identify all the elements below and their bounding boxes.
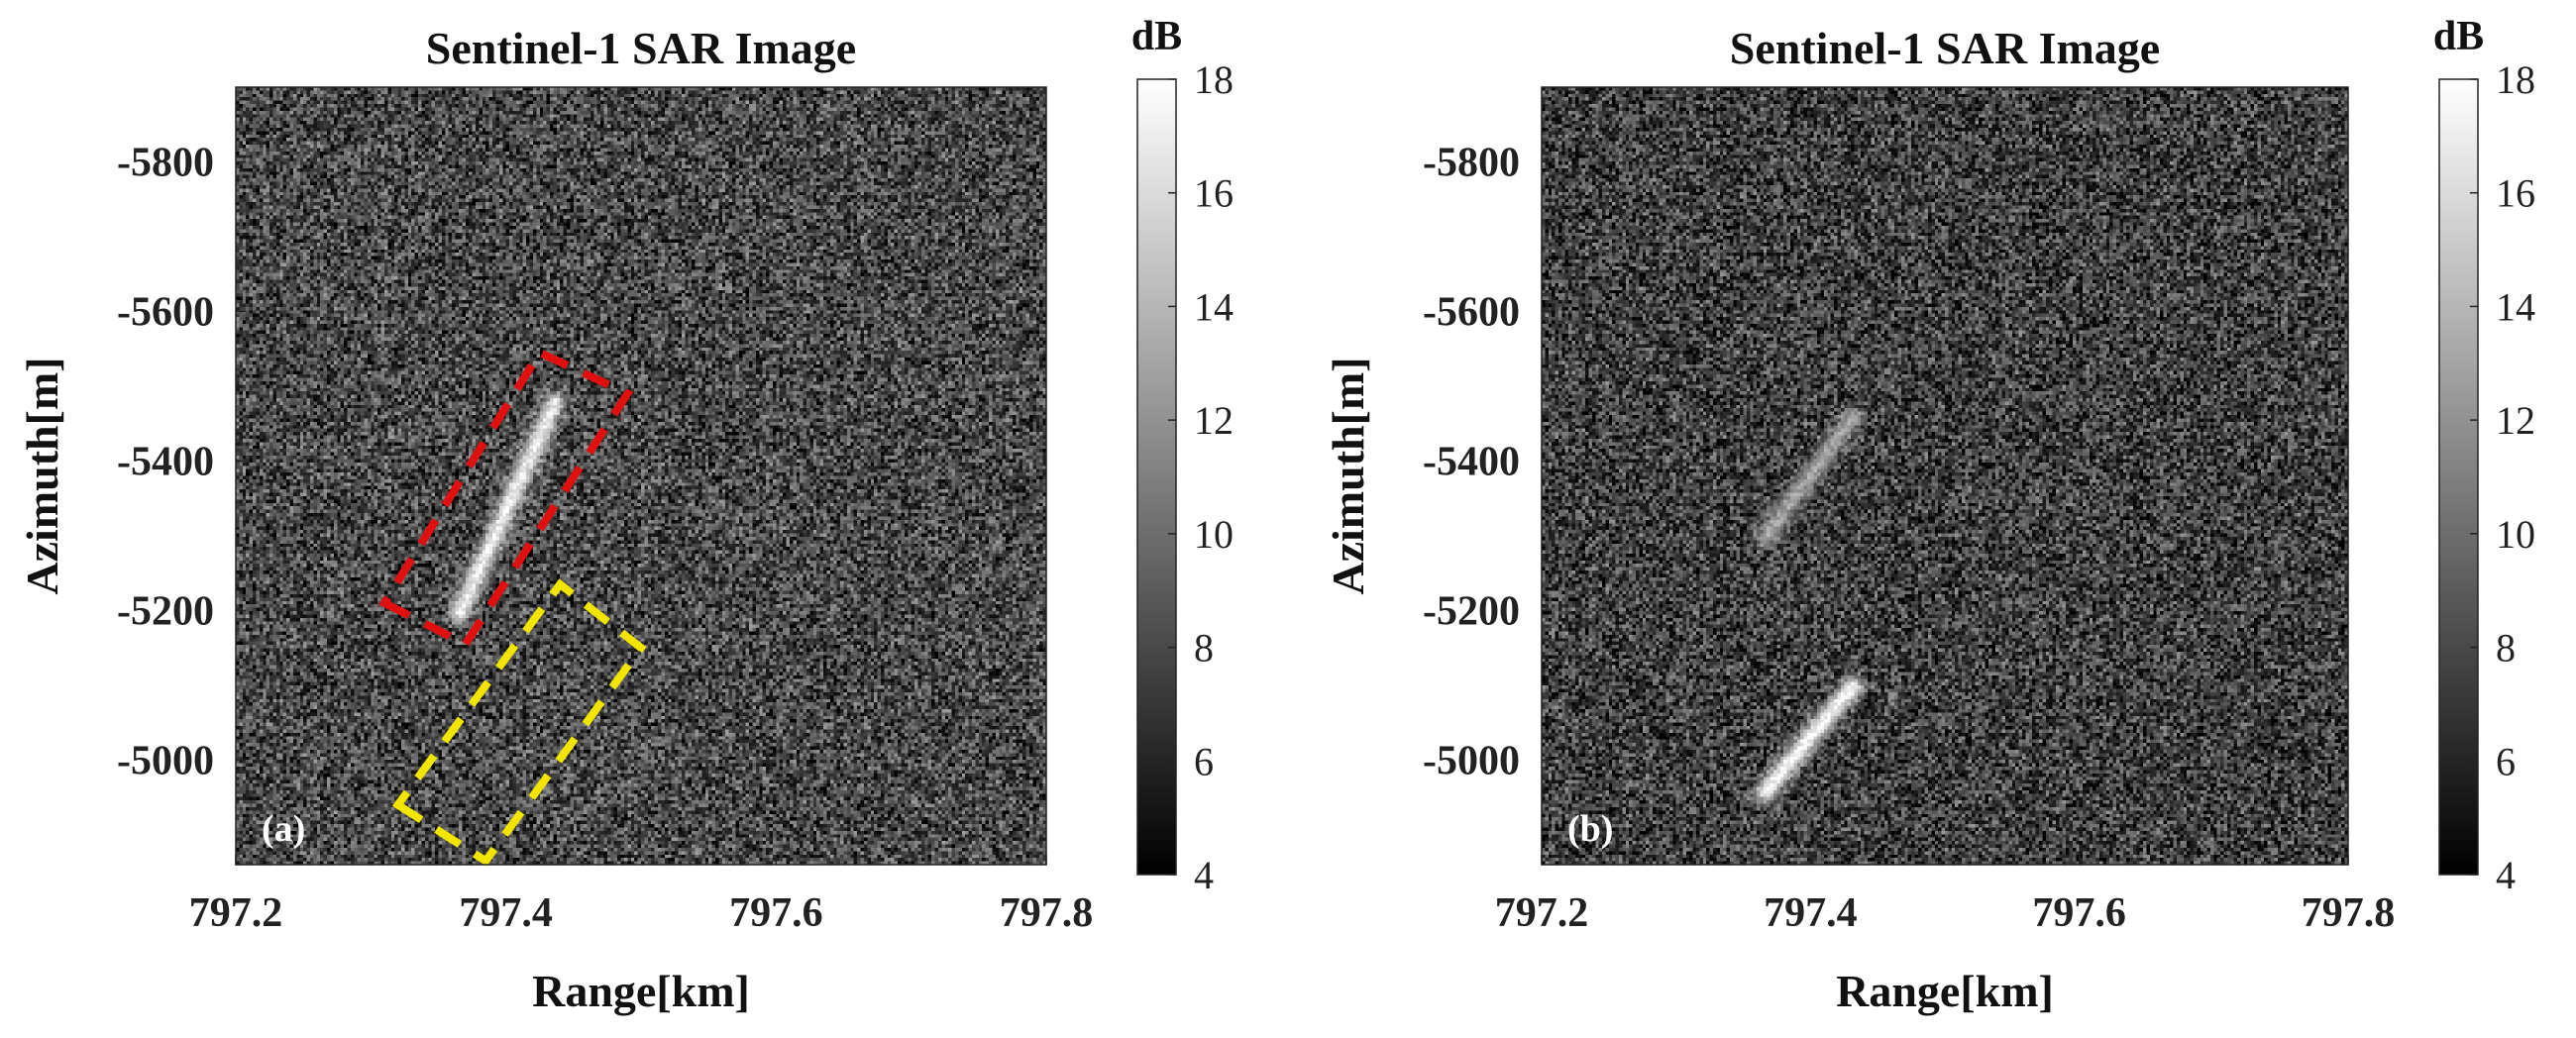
- y-tick-label: -5800: [1423, 140, 1520, 185]
- y-axis-label: Azimuth[m]: [1323, 357, 1373, 594]
- colorbar-tick-label: 12: [2496, 398, 2535, 443]
- panel-a: 797.2 797.4 797.6 797.8 -5800 -5600 -5400 -5200…: [17, 14, 1234, 1016]
- x-tick-label: 797.6: [2032, 890, 2126, 936]
- panel-label: (b): [1567, 808, 1613, 850]
- target-box-0: [378, 347, 634, 650]
- chart-title: Sentinel-1 SAR Image: [1730, 23, 2160, 73]
- colorbar-tick-label: 4: [2496, 853, 2516, 897]
- x-tick-label: 797.4: [1764, 890, 1858, 936]
- y-tick-label: -5200: [1423, 588, 1520, 634]
- y-axis-label: Azimuth[m]: [17, 357, 67, 594]
- colorbar-tick-label: 18: [2496, 57, 2535, 102]
- colorbar-tick-label: 16: [2496, 171, 2535, 216]
- colorbar-tick-label: 16: [1194, 171, 1234, 216]
- x-axis-label: Range[km]: [532, 966, 750, 1016]
- colorbar-label: dB: [1131, 14, 1182, 59]
- colorbar: [2438, 78, 2479, 876]
- y-tick-label: -5600: [117, 289, 214, 335]
- y-tick-label: -5000: [117, 738, 214, 783]
- y-tick-label: -5800: [117, 140, 214, 185]
- x-tick-label: 797.8: [1000, 890, 1094, 936]
- colorbar-tick-label: 4: [1194, 853, 1214, 897]
- panel-label: (a): [262, 808, 305, 850]
- axes-frame: [235, 86, 1047, 866]
- x-axis-label: Range[km]: [1836, 966, 2054, 1016]
- colorbar-tick-label: 8: [1194, 626, 1214, 671]
- colorbar-tick-label: 6: [1194, 739, 1214, 783]
- x-tick-label: 797.4: [459, 890, 553, 936]
- colorbar-tick-label: 14: [1194, 284, 1234, 329]
- colorbar-label: dB: [2433, 14, 2484, 59]
- sar-image: [1542, 87, 2348, 865]
- y-tick-label: -5000: [1423, 738, 1520, 783]
- y-tick-label: -5400: [1423, 439, 1520, 484]
- y-tick-label: -5600: [1423, 289, 1520, 335]
- sar-image: [236, 87, 1046, 865]
- colorbar-tick-label: 8: [2496, 626, 2516, 671]
- colorbar-tick-label: 18: [1194, 57, 1234, 102]
- x-tick-label: 797.2: [1495, 890, 1589, 936]
- colorbar: [1136, 78, 1177, 876]
- colorbar-tick-label: 10: [2496, 512, 2535, 557]
- colorbar-tick-label: 10: [1194, 512, 1234, 557]
- axes-frame: [1541, 86, 2349, 866]
- y-tick-label: -5400: [117, 439, 214, 484]
- y-tick-label: -5200: [117, 588, 214, 634]
- colorbar-tick-label: 12: [1194, 398, 1234, 443]
- panel-b: 797.2 797.4 797.6 797.8 -5800 -5600 -5400 -5200…: [1323, 14, 2535, 1016]
- chart-title: Sentinel-1 SAR Image: [426, 23, 856, 73]
- colorbar-tick-label: 6: [2496, 739, 2516, 783]
- x-tick-label: 797.8: [2302, 890, 2396, 936]
- target-box-1: [391, 578, 647, 867]
- x-tick-label: 797.2: [189, 890, 283, 936]
- colorbar-tick-label: 14: [2496, 284, 2535, 329]
- x-tick-label: 797.6: [729, 890, 823, 936]
